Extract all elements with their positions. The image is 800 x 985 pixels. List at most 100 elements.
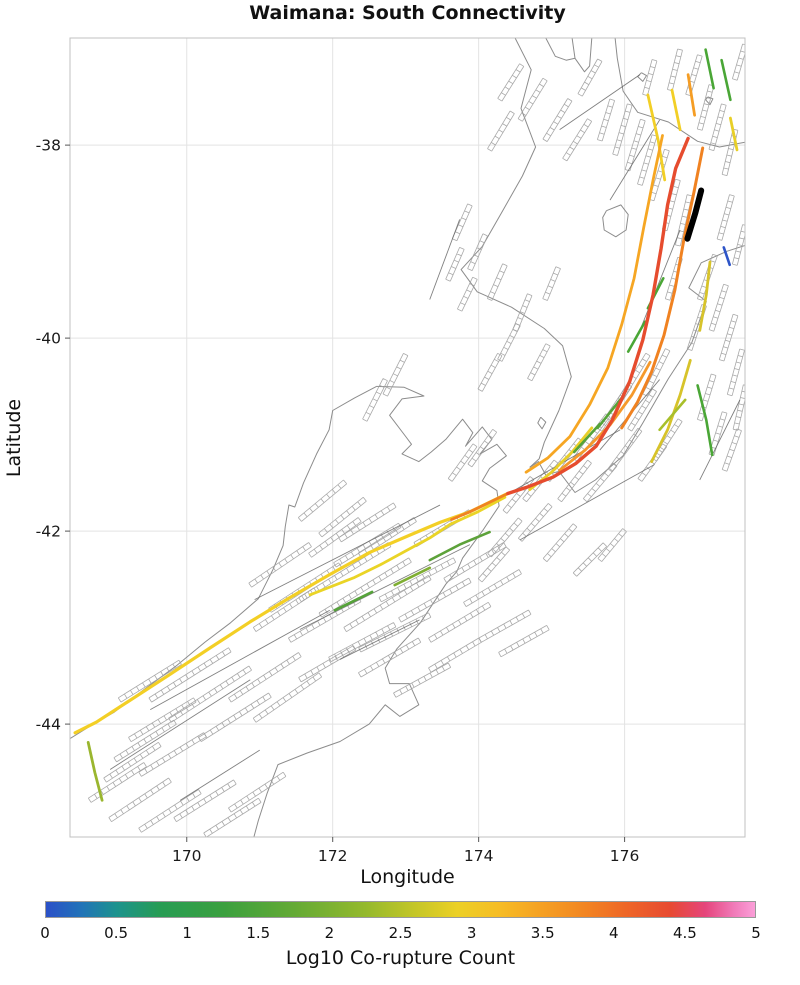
background-fault <box>298 542 392 603</box>
background-fault <box>203 797 262 837</box>
grid-lines <box>70 38 745 837</box>
background-fault <box>308 517 362 558</box>
background-fault <box>597 98 615 142</box>
background-fault <box>338 502 397 543</box>
x-tick-label: 174 <box>464 847 494 865</box>
colorbar-tick-labels: 0 0.5 1 1.5 2 2.5 3 3.5 4 4.5 5 <box>40 924 761 942</box>
background-fault <box>463 569 522 607</box>
background-fault <box>173 779 237 823</box>
background-fault <box>343 574 432 633</box>
background-fault <box>477 546 511 583</box>
background-fault <box>362 378 388 422</box>
background-fault <box>443 542 507 583</box>
background-fault <box>517 503 553 542</box>
fault-trace-line <box>520 464 655 541</box>
x-tick-label: 170 <box>172 847 202 865</box>
background-fault <box>168 665 252 723</box>
coastline <box>602 204 629 238</box>
background-fault <box>445 247 465 282</box>
background-fault <box>428 601 492 643</box>
background-fault <box>732 224 745 266</box>
background-fault <box>378 557 457 603</box>
background-fault <box>477 352 503 392</box>
fault-trace-line <box>609 119 661 201</box>
fault-trace-line <box>699 399 741 481</box>
trace-east-orange-strand <box>620 146 705 430</box>
background-fault <box>562 118 593 162</box>
plot-frame <box>69 37 746 838</box>
y-tick-label: -42 <box>36 523 61 541</box>
background-fault <box>328 622 397 662</box>
background-fault <box>732 384 745 431</box>
background-fault <box>708 283 729 332</box>
coastline <box>537 416 547 430</box>
background-fault <box>393 662 452 698</box>
y-tick-label: -44 <box>36 716 61 734</box>
background-fault <box>667 48 683 92</box>
background-fault <box>382 353 409 397</box>
background-fault <box>612 103 633 156</box>
background-fault <box>582 462 618 503</box>
background-fault <box>487 517 523 558</box>
background-fault <box>718 313 739 362</box>
background-fault <box>497 323 521 362</box>
colorbar-tick-label: 4 <box>609 924 619 942</box>
coastline <box>70 385 377 740</box>
chart-title: Waimana: South Connectivity <box>249 2 566 24</box>
trace-kaikoura-green <box>428 530 491 562</box>
y-tick-label: -38 <box>36 137 61 155</box>
trace-green-east-arc <box>696 384 714 457</box>
trace-waimana-source-fault <box>684 187 705 242</box>
background-fault <box>696 84 715 131</box>
background-fault <box>726 348 745 397</box>
background-fault <box>486 263 508 301</box>
background-fault <box>318 496 367 538</box>
background-fault <box>542 266 561 301</box>
background-fault <box>627 388 657 432</box>
background-fault <box>87 762 147 803</box>
trace-green-top-a <box>704 48 715 90</box>
background-fault <box>478 609 532 643</box>
background-fault <box>128 697 197 743</box>
coastline <box>545 38 576 61</box>
background-fault <box>542 98 573 142</box>
coastline <box>571 38 593 73</box>
trace-alpine-fault <box>73 491 510 735</box>
background-fault <box>103 741 162 783</box>
background-fault <box>467 428 498 468</box>
background-fault <box>358 637 422 678</box>
background-fault <box>512 293 533 332</box>
background-fault <box>108 777 172 823</box>
x-tick-label: 176 <box>610 847 640 865</box>
background-fault <box>248 542 312 588</box>
background-fault <box>597 528 627 562</box>
colorbar-tick-label: 1.5 <box>246 924 271 942</box>
colorbar-tick-label: 2.5 <box>388 924 413 942</box>
background-fault <box>642 59 658 96</box>
trace-green-top-b <box>720 58 732 102</box>
background-fault <box>138 732 207 777</box>
background-fault <box>451 203 473 242</box>
fault-trace-line <box>299 544 471 630</box>
fault-trace-line <box>109 679 251 770</box>
background-fault <box>198 692 272 742</box>
trace-east-coast-yellow-b <box>698 260 712 332</box>
background-fault <box>117 659 182 703</box>
trace-green-mid-b <box>626 320 647 353</box>
colorbar-tick-label: 2 <box>324 924 335 942</box>
background-fault <box>228 771 287 813</box>
coastline <box>253 385 507 837</box>
colorbar-label: Log10 Co-rupture Count <box>285 947 516 969</box>
background-fault <box>487 110 515 152</box>
fault-trace-line <box>254 504 441 601</box>
colorbar-tick-label: 3 <box>466 924 477 942</box>
background-fault <box>652 418 683 462</box>
background-fault <box>467 233 488 271</box>
background-fault <box>642 348 671 397</box>
background-fault <box>428 637 482 673</box>
background-fault <box>607 427 643 473</box>
colorbar-tick-label: 0.5 <box>104 924 129 942</box>
background-fault <box>527 343 551 382</box>
